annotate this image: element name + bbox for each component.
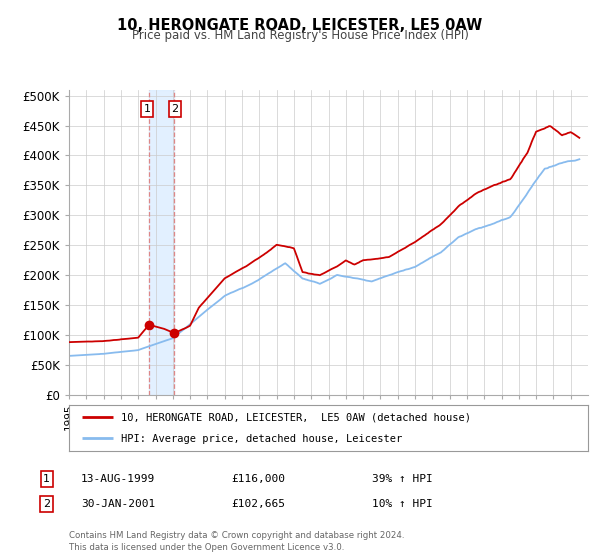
Text: 10% ↑ HPI: 10% ↑ HPI (372, 499, 433, 509)
Text: 10, HERONGATE ROAD, LEICESTER,  LE5 0AW (detached house): 10, HERONGATE ROAD, LEICESTER, LE5 0AW (… (121, 413, 471, 423)
Text: Contains HM Land Registry data © Crown copyright and database right 2024.: Contains HM Land Registry data © Crown c… (69, 531, 404, 540)
Text: 1: 1 (43, 474, 50, 484)
Text: HPI: Average price, detached house, Leicester: HPI: Average price, detached house, Leic… (121, 434, 402, 444)
Text: This data is licensed under the Open Government Licence v3.0.: This data is licensed under the Open Gov… (69, 543, 344, 552)
Text: 13-AUG-1999: 13-AUG-1999 (81, 474, 155, 484)
Bar (149, 90, 174, 395)
Text: Price paid vs. HM Land Registry's House Price Index (HPI): Price paid vs. HM Land Registry's House … (131, 29, 469, 42)
Text: £102,665: £102,665 (231, 499, 285, 509)
Text: £116,000: £116,000 (231, 474, 285, 484)
Text: 10, HERONGATE ROAD, LEICESTER, LE5 0AW: 10, HERONGATE ROAD, LEICESTER, LE5 0AW (118, 18, 482, 33)
Text: 30-JAN-2001: 30-JAN-2001 (81, 499, 155, 509)
Text: 1: 1 (143, 104, 151, 114)
Text: 2: 2 (172, 104, 179, 114)
Text: 2: 2 (43, 499, 50, 509)
Text: 39% ↑ HPI: 39% ↑ HPI (372, 474, 433, 484)
